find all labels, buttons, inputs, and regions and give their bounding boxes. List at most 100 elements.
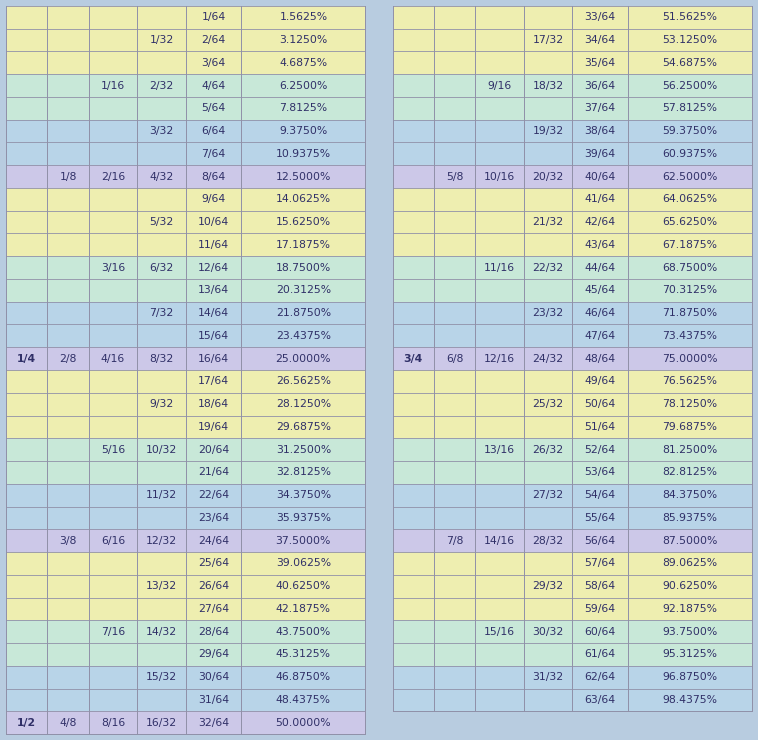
Bar bbox=[393, 575, 752, 598]
Text: 62/64: 62/64 bbox=[584, 672, 615, 682]
Text: 4/16: 4/16 bbox=[101, 354, 125, 363]
Text: 96.8750%: 96.8750% bbox=[662, 672, 718, 682]
Bar bbox=[393, 438, 752, 461]
Text: 18/32: 18/32 bbox=[532, 81, 564, 90]
Text: 59.3750%: 59.3750% bbox=[662, 126, 718, 136]
Bar bbox=[6, 120, 365, 142]
Text: 9/64: 9/64 bbox=[202, 195, 226, 204]
Text: 95.3125%: 95.3125% bbox=[662, 650, 718, 659]
Text: 12/32: 12/32 bbox=[146, 536, 177, 545]
Bar bbox=[6, 6, 365, 29]
Text: 90.6250%: 90.6250% bbox=[662, 581, 718, 591]
Bar bbox=[393, 74, 752, 97]
Text: 31/32: 31/32 bbox=[532, 672, 564, 682]
Bar bbox=[393, 51, 752, 74]
Text: 2/16: 2/16 bbox=[101, 172, 125, 181]
Text: 9.3750%: 9.3750% bbox=[279, 126, 327, 136]
Bar bbox=[393, 484, 752, 506]
Text: 75.0000%: 75.0000% bbox=[662, 354, 718, 363]
Text: 14.0625%: 14.0625% bbox=[276, 195, 331, 204]
Bar bbox=[6, 598, 365, 620]
Text: 29/32: 29/32 bbox=[532, 581, 564, 591]
Text: 39/64: 39/64 bbox=[584, 149, 615, 159]
Text: 28.1250%: 28.1250% bbox=[276, 399, 331, 409]
Text: 73.4375%: 73.4375% bbox=[662, 331, 718, 341]
Text: 68.7500%: 68.7500% bbox=[662, 263, 718, 272]
Text: 50/64: 50/64 bbox=[584, 399, 615, 409]
Text: 25/64: 25/64 bbox=[198, 559, 229, 568]
Text: 93.7500%: 93.7500% bbox=[662, 627, 718, 636]
Text: 79.6875%: 79.6875% bbox=[662, 422, 718, 432]
Text: 8/16: 8/16 bbox=[101, 718, 125, 727]
Text: 2/32: 2/32 bbox=[149, 81, 174, 90]
Text: 39.0625%: 39.0625% bbox=[276, 559, 331, 568]
Text: 9/32: 9/32 bbox=[149, 399, 174, 409]
Bar bbox=[6, 643, 365, 666]
Text: 42/64: 42/64 bbox=[584, 217, 615, 227]
Text: 13/64: 13/64 bbox=[198, 286, 229, 295]
Bar bbox=[393, 688, 752, 711]
Text: 34/64: 34/64 bbox=[584, 35, 615, 45]
Bar bbox=[6, 666, 365, 689]
Text: 29/64: 29/64 bbox=[198, 650, 229, 659]
Text: 21/64: 21/64 bbox=[198, 468, 229, 477]
Text: 15/32: 15/32 bbox=[146, 672, 177, 682]
Text: 5/32: 5/32 bbox=[149, 217, 174, 227]
Text: 98.4375%: 98.4375% bbox=[662, 695, 718, 705]
Text: 63/64: 63/64 bbox=[584, 695, 615, 705]
Text: 57.8125%: 57.8125% bbox=[662, 104, 718, 113]
Text: 59/64: 59/64 bbox=[584, 604, 615, 614]
Text: 43/64: 43/64 bbox=[584, 240, 615, 250]
Text: 19/32: 19/32 bbox=[532, 126, 564, 136]
Text: 48.4375%: 48.4375% bbox=[276, 695, 331, 705]
Text: 1/2: 1/2 bbox=[17, 718, 36, 727]
Text: 76.5625%: 76.5625% bbox=[662, 377, 718, 386]
Text: 26/64: 26/64 bbox=[198, 581, 229, 591]
Text: 4/32: 4/32 bbox=[149, 172, 174, 181]
Text: 11/16: 11/16 bbox=[484, 263, 515, 272]
Text: 84.3750%: 84.3750% bbox=[662, 490, 718, 500]
Text: 15.6250%: 15.6250% bbox=[276, 217, 331, 227]
Text: 51.5625%: 51.5625% bbox=[662, 13, 718, 22]
Text: 92.1875%: 92.1875% bbox=[662, 604, 718, 614]
Text: 23.4375%: 23.4375% bbox=[276, 331, 331, 341]
Text: 58/64: 58/64 bbox=[584, 581, 615, 591]
Text: 35.9375%: 35.9375% bbox=[276, 513, 331, 523]
Text: 29.6875%: 29.6875% bbox=[276, 422, 331, 432]
Text: 53/64: 53/64 bbox=[584, 468, 615, 477]
Text: 7.8125%: 7.8125% bbox=[279, 104, 327, 113]
Bar bbox=[6, 484, 365, 506]
Text: 32.8125%: 32.8125% bbox=[276, 468, 331, 477]
Text: 61/64: 61/64 bbox=[584, 650, 615, 659]
Text: 6/16: 6/16 bbox=[101, 536, 125, 545]
Text: 3/16: 3/16 bbox=[101, 263, 125, 272]
Text: 12.5000%: 12.5000% bbox=[276, 172, 331, 181]
Bar bbox=[393, 6, 752, 29]
Bar bbox=[6, 438, 365, 461]
Text: 23/32: 23/32 bbox=[532, 308, 564, 318]
Bar bbox=[6, 142, 365, 165]
Bar bbox=[6, 529, 365, 552]
Text: 62.5000%: 62.5000% bbox=[662, 172, 718, 181]
Text: 2/8: 2/8 bbox=[59, 354, 77, 363]
Text: 64.0625%: 64.0625% bbox=[662, 195, 718, 204]
Bar bbox=[393, 302, 752, 325]
Bar bbox=[393, 142, 752, 165]
Text: 87.5000%: 87.5000% bbox=[662, 536, 718, 545]
Text: 35/64: 35/64 bbox=[584, 58, 615, 68]
Text: 3/8: 3/8 bbox=[59, 536, 77, 545]
Text: 17/32: 17/32 bbox=[532, 35, 564, 45]
Text: 6/64: 6/64 bbox=[202, 126, 226, 136]
Text: 16/64: 16/64 bbox=[198, 354, 229, 363]
Bar bbox=[393, 120, 752, 142]
Text: 40.6250%: 40.6250% bbox=[276, 581, 331, 591]
Text: 14/64: 14/64 bbox=[198, 308, 229, 318]
Text: 27/64: 27/64 bbox=[198, 604, 229, 614]
Bar bbox=[393, 643, 752, 666]
Bar bbox=[6, 688, 365, 711]
Bar bbox=[6, 256, 365, 279]
Text: 60/64: 60/64 bbox=[584, 627, 615, 636]
Bar bbox=[393, 415, 752, 438]
Text: 26/32: 26/32 bbox=[532, 445, 564, 454]
Text: 24/64: 24/64 bbox=[198, 536, 229, 545]
